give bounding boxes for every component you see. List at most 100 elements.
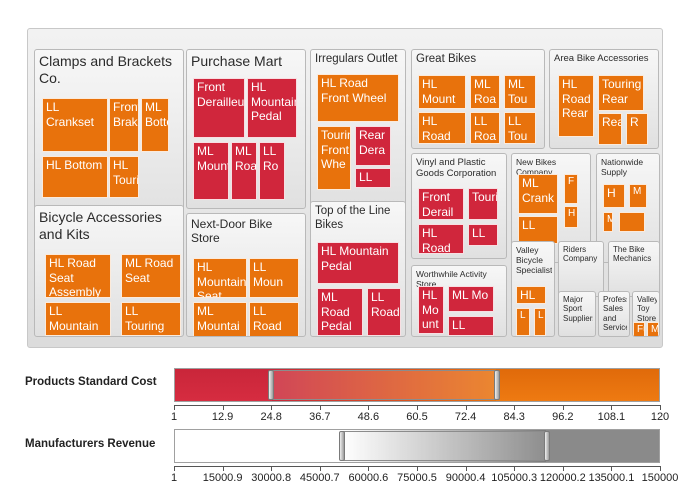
treemap-tile[interactable]: LL Mountain [45, 302, 111, 336]
treemap-group-title: Vinyl and Plastic Goods Corporation [416, 157, 497, 180]
slider-range-thumb[interactable] [271, 370, 497, 400]
slider-tick-label: 1 [170, 411, 178, 423]
treemap-tile[interactable]: ML Tou [504, 75, 536, 109]
treemap-group-title: Professional Sales and Service [603, 295, 627, 333]
treemap-tile[interactable]: M [603, 212, 613, 232]
treemap-group[interactable]: Irregulars Outlet HL Road Front Wheel Tour… [310, 49, 406, 211]
cost-slider-track[interactable] [174, 368, 660, 402]
treemap-group[interactable]: Area Bike Accessories HL Road Rear Touring… [549, 49, 659, 149]
slider-min-handle[interactable] [268, 370, 275, 400]
treemap-tile[interactable]: HL [516, 286, 546, 304]
treemap-tile[interactable]: LL Ro [259, 142, 285, 200]
treemap-group[interactable]: Vinyl and Plastic Goods Corporation Front… [411, 153, 507, 259]
treemap-tile[interactable]: LL Road [249, 302, 299, 336]
treemap-tile[interactable]: Rear [598, 113, 622, 145]
treemap-group[interactable]: The Bike Mechanics [608, 241, 660, 297]
treemap-tile[interactable]: ML Roa [470, 75, 500, 109]
treemap-tile[interactable]: ML Crank [518, 174, 558, 214]
slider-max-handle[interactable] [543, 431, 550, 461]
treemap-tile[interactable]: HL Bottom [42, 156, 108, 198]
treemap-tile[interactable]: LL [518, 216, 558, 244]
treemap-tile[interactable]: Touring [468, 188, 498, 220]
treemap-tile[interactable]: Fu [633, 322, 645, 336]
treemap-tile[interactable]: Front Derailleur [193, 78, 245, 138]
slider-tick-label: 30000.8 [251, 472, 292, 484]
treemap-group[interactable]: Great Bikes HL Mount ML Roa ML Tou HL Road LL… [411, 49, 545, 149]
treemap-tile[interactable]: ML Bottom [141, 98, 169, 152]
treemap-group[interactable]: Top of the Line Bikes HL Mountain Pedal ML… [310, 201, 406, 337]
slider-tick-label: 120000.2 [539, 472, 586, 484]
slider-tick [660, 405, 661, 410]
treemap-tile[interactable]: HL Mo unt [418, 286, 444, 334]
treemap-tile[interactable]: HL Road Rear [558, 75, 594, 137]
treemap-tile[interactable]: R [626, 113, 648, 145]
treemap-tile[interactable]: HL Road Front Wheel [317, 74, 399, 122]
treemap-tile[interactable]: HL Mountain Pedal [317, 242, 399, 284]
treemap-group[interactable]: Purchase Mart Front Derailleur HL Mountain… [186, 49, 306, 209]
treemap-group-title: Irregulars Outlet [315, 53, 398, 65]
treemap-tile[interactable]: HL Touring [109, 156, 139, 198]
slider-tick-label: 72.4 [454, 411, 477, 423]
treemap-tile[interactable]: M [647, 322, 659, 336]
treemap-tile[interactable]: LL [448, 316, 494, 336]
treemap-tile[interactable]: Touring Rear [598, 75, 644, 111]
treemap-tile[interactable]: ML Mountai [193, 142, 229, 200]
treemap-tile[interactable]: Front Brakes [109, 98, 139, 152]
treemap-tile[interactable]: HL Mount [418, 75, 466, 109]
treemap-tile[interactable]: L [516, 308, 530, 336]
treemap-group-title: Nationwide Supply [601, 157, 644, 178]
slider-range-thumb[interactable] [342, 431, 547, 461]
treemap-group[interactable]: Professional Sales and Service [598, 291, 630, 337]
treemap-group[interactable]: New Bikes Company ML Crank F LL H [511, 153, 591, 263]
treemap-tile[interactable]: ML Road [231, 142, 257, 200]
treemap-group[interactable]: Major Sport Suppliers [558, 291, 596, 337]
treemap-tile[interactable]: Front Derail [418, 188, 464, 220]
slider-tick-label: 84.3 [503, 411, 525, 423]
treemap-tile[interactable]: LL Touring [121, 302, 181, 336]
treemap-tile[interactable]: HL Road [418, 224, 464, 254]
cost-slider-label: Products Standard Cost [25, 376, 157, 388]
slider-tick-label: 90000.4 [445, 472, 486, 484]
treemap-tile[interactable]: Touring Front Whe [317, 126, 351, 190]
treemap-tile[interactable]: LL Moun [249, 258, 299, 298]
treemap: Clamps and Brackets Co. LL Crankset Front … [27, 28, 663, 348]
treemap-tile[interactable]: LL Crankset [42, 98, 108, 152]
treemap-tile[interactable]: ML Mo [448, 286, 494, 312]
slider-max-handle[interactable] [493, 370, 500, 400]
treemap-group[interactable]: Valley Toy StoreFuM [632, 291, 660, 337]
revenue-slider-track[interactable] [174, 429, 660, 463]
treemap-group[interactable]: Bicycle Accessories and Kits HL Road Seat… [34, 205, 184, 337]
treemap-group[interactable]: Riders Company [558, 241, 604, 297]
treemap-tile[interactable]: HL Mountain Pedal [247, 78, 297, 138]
treemap-tile[interactable] [619, 212, 645, 232]
treemap-tile[interactable]: HL Road Seat Assembly [45, 254, 111, 298]
slider-tick [319, 405, 321, 410]
slider-min-handle[interactable] [339, 431, 346, 461]
treemap-tile[interactable]: Rear Dera [355, 126, 391, 166]
slider-tick [660, 466, 661, 471]
treemap-tile[interactable]: H [603, 184, 625, 208]
treemap-tile[interactable]: F [564, 174, 578, 204]
treemap-tile[interactable]: LL Roa [470, 112, 500, 144]
treemap-tile[interactable]: HL Mountain Seat [193, 258, 247, 298]
treemap-tile[interactable]: LL Tou [504, 112, 536, 144]
treemap-group-title: Major Sport Suppliers [563, 295, 593, 323]
slider-tick-label: 1 [170, 472, 178, 484]
slider-tick-label: 108.1 [597, 411, 626, 423]
treemap-tile[interactable]: M [629, 184, 647, 208]
treemap-tile[interactable]: LL Road [367, 288, 401, 336]
treemap-group[interactable]: Worthwhile Activity Store HL Mo unt ML Mo L… [411, 265, 507, 337]
treemap-tile[interactable]: LL [355, 168, 391, 188]
treemap-tile[interactable]: ML Road Pedal [317, 288, 363, 336]
treemap-tile[interactable]: ML Road Seat [121, 254, 181, 298]
treemap-tile[interactable]: LL [468, 224, 498, 246]
treemap-tile[interactable]: L [534, 308, 546, 336]
treemap-tile[interactable]: HL Road [418, 112, 466, 144]
treemap-group[interactable]: Next-Door Bike Store HL Mountain Seat LL M… [186, 213, 306, 337]
treemap-group[interactable]: Clamps and Brackets Co. LL Crankset Front … [34, 49, 184, 225]
treemap-tile[interactable]: ML Mountai [193, 302, 247, 336]
slider-tick-label: 120 [650, 411, 670, 423]
treemap-tile[interactable]: H [564, 206, 578, 228]
treemap-group[interactable]: Valley Bicycle Specialists HL LL [511, 241, 555, 337]
slider-tick-label: 60000.6 [348, 472, 389, 484]
